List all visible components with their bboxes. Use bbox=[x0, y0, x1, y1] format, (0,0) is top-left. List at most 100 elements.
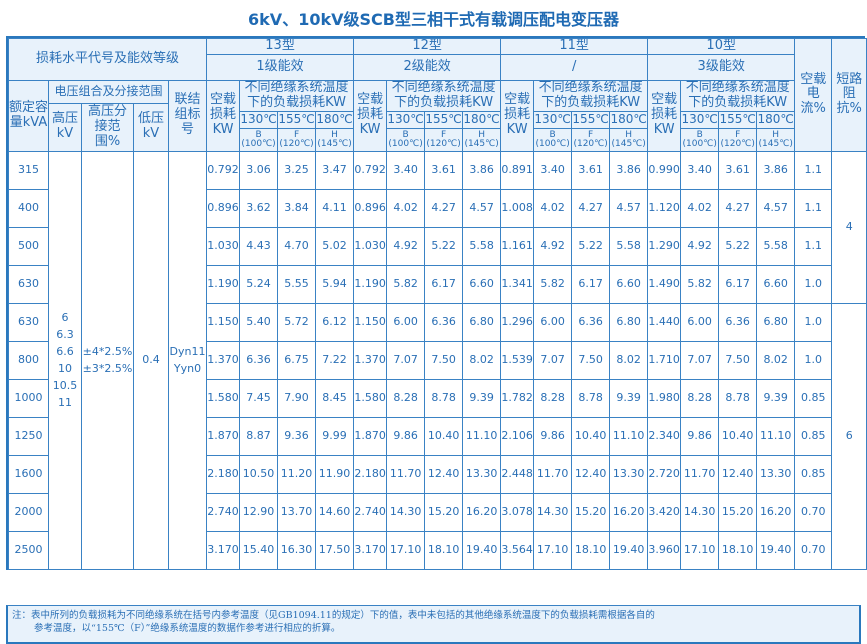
temperature-header: 155℃ bbox=[277, 110, 317, 129]
rated-capacity-cell: 1000 bbox=[8, 378, 49, 418]
load-loss-cell: 3.25 bbox=[277, 150, 317, 190]
load-loss-cell: 5.82 bbox=[533, 264, 573, 304]
hv-header: 高压kV bbox=[48, 102, 82, 152]
reference-temperature: (120℃) bbox=[720, 138, 755, 149]
type-header: 12型 bbox=[353, 38, 502, 55]
load-loss-cell: 3.40 bbox=[386, 150, 426, 190]
load-loss-cell: 19.40 bbox=[462, 530, 502, 570]
load-loss-cell: 8.02 bbox=[756, 340, 796, 380]
load-loss-cell: 6.36 bbox=[718, 302, 758, 342]
load-loss-cell: 3.86 bbox=[756, 150, 796, 190]
load-loss-cell: 4.92 bbox=[680, 226, 720, 266]
no-load-current-cell: 0.70 bbox=[794, 530, 833, 570]
reference-temperature: (100℃) bbox=[388, 138, 423, 149]
no-load-loss-header: 空载损耗KW bbox=[500, 79, 535, 152]
load-loss-cell: 11.10 bbox=[462, 416, 502, 456]
insulation-class-header: H (145℃) bbox=[756, 127, 796, 152]
insulation-class-header: B (100℃) bbox=[680, 127, 720, 152]
type-header: 11型 bbox=[500, 38, 649, 55]
load-loss-cell: 6.60 bbox=[609, 264, 649, 304]
load-loss-cell: 3.84 bbox=[277, 188, 317, 228]
no-load-loss-cell: 2.106 bbox=[500, 416, 535, 456]
temperature-header: 130℃ bbox=[239, 110, 279, 129]
table-row: 2000 2.740 12.90 13.70 14.60 2.740 14.30 15.20 1… bbox=[8, 492, 867, 532]
efficiency-grade-header: 1级能效 bbox=[206, 53, 355, 81]
reference-temperature: (120℃) bbox=[426, 138, 461, 149]
no-load-current-cell: 1.0 bbox=[794, 264, 833, 304]
no-load-loss-cell: 0.891 bbox=[500, 150, 535, 190]
load-loss-cell: 6.80 bbox=[609, 302, 649, 342]
no-load-loss-cell: 1.150 bbox=[206, 302, 241, 342]
rated-capacity-cell: 2500 bbox=[8, 530, 49, 570]
load-loss-cell: 4.43 bbox=[239, 226, 279, 266]
load-loss-cell: 7.22 bbox=[315, 340, 355, 380]
insulation-class: H bbox=[772, 129, 780, 140]
load-loss-cell: 3.86 bbox=[462, 150, 502, 190]
load-loss-cell: 3.61 bbox=[424, 150, 464, 190]
load-loss-cell: 4.02 bbox=[386, 188, 426, 228]
no-load-current-cell: 0.70 bbox=[794, 492, 833, 532]
insulation-class: F bbox=[440, 129, 447, 140]
load-loss-cell: 17.10 bbox=[386, 530, 426, 570]
load-loss-cell: 3.47 bbox=[315, 150, 355, 190]
load-loss-cell: 9.39 bbox=[462, 378, 502, 418]
load-loss-cell: 6.60 bbox=[462, 264, 502, 304]
insulation-class-header: H (145℃) bbox=[315, 127, 355, 152]
load-loss-cell: 16.20 bbox=[609, 492, 649, 532]
load-loss-cell: 3.06 bbox=[239, 150, 279, 190]
load-loss-cell: 6.00 bbox=[533, 302, 573, 342]
load-loss-cell: 15.20 bbox=[571, 492, 611, 532]
footnote: 注：表中所列的负载损耗为不同绝缘系统在括号内参考温度（见GB1094.11的规定… bbox=[6, 605, 861, 644]
load-loss-cell: 11.70 bbox=[680, 454, 720, 494]
load-loss-cell: 3.61 bbox=[571, 150, 611, 190]
no-load-current-cell: 1.1 bbox=[794, 188, 833, 228]
load-loss-cell: 14.30 bbox=[386, 492, 426, 532]
load-loss-cell: 5.22 bbox=[424, 226, 464, 266]
no-load-loss-cell: 3.960 bbox=[647, 530, 682, 570]
load-loss-cell: 10.40 bbox=[718, 416, 758, 456]
insulation-class: B bbox=[549, 129, 556, 140]
insulation-class-header: H (145℃) bbox=[462, 127, 502, 152]
hv-cell: 6 6.3 6.6 10 10.5 11 bbox=[48, 150, 82, 570]
rated-capacity-cell: 2000 bbox=[8, 492, 49, 532]
header-row: 额定容量kVA 电压组合及分接范围 联结组标号 空载损耗KW 不同绝缘系统温度下的负载损… bbox=[8, 79, 867, 152]
table-row: 800 1.370 6.36 6.75 7.22 1.370 7.07 7.50 8.02 1.5… bbox=[8, 340, 867, 380]
table-body: 315 6 6.3 6.6 10 10.5 11 ±4*2.5% ±3*2.5% 0.… bbox=[8, 150, 867, 570]
load-loss-cell: 12.40 bbox=[424, 454, 464, 494]
no-load-loss-cell: 0.792 bbox=[206, 150, 241, 190]
no-load-loss-cell: 2.740 bbox=[206, 492, 241, 532]
load-loss-cell: 10.50 bbox=[239, 454, 279, 494]
load-loss-header: 不同绝缘系统温度下的负载损耗KW bbox=[680, 79, 796, 112]
insulation-class-header: B (100℃) bbox=[239, 127, 279, 152]
header-row: 高压kV 高压分接范围% 低压kV bbox=[9, 102, 867, 152]
reference-temperature: (145℃) bbox=[758, 138, 793, 149]
load-loss-cell: 5.22 bbox=[571, 226, 611, 266]
no-load-loss-cell: 1.120 bbox=[647, 188, 682, 228]
insulation-class: H bbox=[331, 129, 338, 140]
load-loss-cell: 6.80 bbox=[462, 302, 502, 342]
load-loss-cell: 5.40 bbox=[239, 302, 279, 342]
load-loss-header: 不同绝缘系统温度下的负载损耗KW bbox=[386, 79, 502, 112]
no-load-loss-header: 空载损耗KW bbox=[206, 79, 241, 152]
rated-capacity-cell: 1600 bbox=[8, 454, 49, 494]
table-row: 2500 3.170 15.40 16.30 17.50 3.170 17.10 18.10 1… bbox=[8, 530, 867, 570]
load-loss-cell: 9.86 bbox=[533, 416, 573, 456]
reference-temperature: (100℃) bbox=[241, 138, 276, 149]
load-loss-cell: 3.40 bbox=[533, 150, 573, 190]
load-loss-cell: 10.40 bbox=[571, 416, 611, 456]
table-row: 315 6 6.3 6.6 10 10.5 11 ±4*2.5% ±3*2.5% 0.… bbox=[8, 150, 867, 570]
load-loss-cell: 4.57 bbox=[462, 188, 502, 228]
no-load-loss-cell: 2.180 bbox=[353, 454, 388, 494]
no-load-loss-cell: 1.296 bbox=[500, 302, 535, 342]
temperature-header: 130℃ bbox=[386, 110, 426, 129]
insulation-class-header: F (120℃) bbox=[718, 127, 758, 152]
load-loss-cell: 7.50 bbox=[718, 340, 758, 380]
table-header: 损耗水平代号及能效等级 13型 12型 11型 10型 空载电流% 短路阻抗% 1级能效 2级能… bbox=[7, 38, 867, 152]
load-loss-cell: 8.87 bbox=[239, 416, 279, 456]
load-loss-cell: 4.11 bbox=[315, 188, 355, 228]
load-loss-cell: 13.30 bbox=[756, 454, 796, 494]
no-load-loss-cell: 1.490 bbox=[647, 264, 682, 304]
type-header: 10型 bbox=[647, 38, 796, 55]
load-loss-cell: 18.10 bbox=[424, 530, 464, 570]
load-loss-cell: 13.30 bbox=[609, 454, 649, 494]
